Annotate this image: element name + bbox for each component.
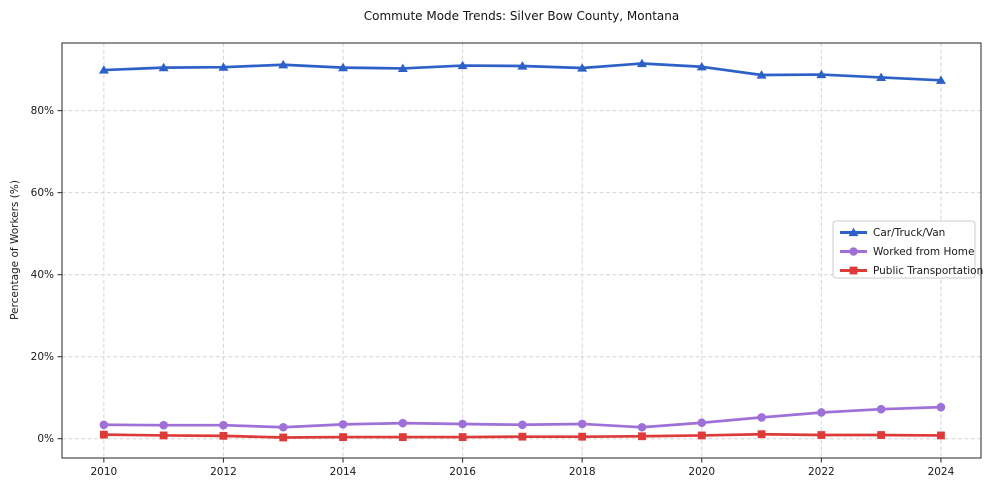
data-point-marker bbox=[518, 432, 527, 441]
series-public-transportation bbox=[99, 430, 945, 442]
data-point-marker bbox=[637, 422, 647, 432]
data-point-marker bbox=[577, 63, 588, 72]
data-point-marker bbox=[458, 419, 467, 429]
data-point-marker bbox=[397, 63, 408, 73]
data-point-marker bbox=[638, 432, 646, 441]
data-point-marker bbox=[339, 433, 347, 441]
data-point-marker bbox=[636, 58, 647, 68]
x-tick-label: 2020 bbox=[688, 466, 715, 478]
data-point-marker bbox=[817, 408, 826, 417]
data-point-marker bbox=[219, 431, 228, 440]
legend-marker-circle bbox=[849, 247, 858, 256]
y-tick-label: 40% bbox=[31, 269, 54, 281]
data-point-marker bbox=[578, 432, 587, 441]
plot-border bbox=[61, 42, 982, 459]
data-point-marker bbox=[98, 65, 109, 74]
data-point-marker bbox=[696, 61, 707, 71]
data-point-marker bbox=[757, 430, 766, 439]
legend: Car/Truck/Van Worked from Home Public Tran… bbox=[832, 220, 983, 279]
y-tick-label: 60% bbox=[31, 187, 54, 199]
x-tick-label: 2024 bbox=[928, 466, 955, 478]
data-point-marker bbox=[877, 431, 886, 439]
x-tick-label: 2012 bbox=[210, 466, 237, 478]
legend-marker-square bbox=[849, 266, 858, 275]
data-point-marker bbox=[697, 431, 706, 440]
data-point-marker bbox=[99, 420, 109, 430]
data-point-marker bbox=[278, 59, 289, 69]
data-point-marker bbox=[756, 70, 767, 79]
x-tick-label: 2016 bbox=[449, 466, 476, 478]
data-point-marker bbox=[697, 418, 707, 428]
data-point-marker bbox=[398, 433, 407, 441]
data-point-marker bbox=[159, 431, 168, 440]
data-point-marker bbox=[816, 69, 827, 79]
data-point-marker bbox=[99, 430, 108, 439]
data-point-marker bbox=[935, 75, 946, 84]
data-point-marker bbox=[219, 420, 228, 430]
data-point-marker bbox=[159, 420, 168, 430]
y-tick-label: 80% bbox=[31, 105, 54, 117]
data-point-marker bbox=[218, 62, 229, 71]
data-point-marker bbox=[338, 62, 349, 72]
legend-marker-triangle bbox=[848, 227, 859, 237]
data-point-marker bbox=[338, 420, 348, 429]
data-point-marker bbox=[457, 60, 468, 70]
y-tick-label: 20% bbox=[31, 351, 54, 363]
y-axis-label: Percentage of Workers (%) bbox=[9, 180, 21, 320]
legend-box bbox=[832, 220, 976, 279]
data-point-marker bbox=[577, 419, 587, 429]
data-point-marker bbox=[876, 404, 886, 414]
data-point-marker bbox=[936, 402, 946, 412]
legend-label: Car/Truck/Van bbox=[873, 227, 945, 239]
legend-label: Worked from Home bbox=[873, 246, 974, 258]
data-point-marker bbox=[817, 431, 826, 439]
data-point-marker bbox=[398, 418, 408, 428]
x-tick-label: 2018 bbox=[569, 466, 596, 478]
data-point-marker bbox=[517, 61, 528, 70]
y-tick-label: 0% bbox=[37, 433, 54, 445]
data-point-marker bbox=[279, 433, 288, 442]
data-point-marker bbox=[458, 433, 467, 441]
data-point-marker bbox=[876, 72, 887, 82]
legend-label: Public Transportation bbox=[873, 265, 983, 277]
x-tick-label: 2010 bbox=[90, 466, 117, 478]
data-point-marker bbox=[937, 431, 945, 440]
data-point-marker bbox=[278, 422, 288, 432]
data-point-marker bbox=[518, 420, 527, 430]
data-point-marker bbox=[158, 62, 169, 72]
chart-title: Commute Mode Trends: Silver Bow County, … bbox=[363, 9, 680, 23]
x-tick-label: 2022 bbox=[808, 466, 835, 478]
series-car-truck-van bbox=[98, 58, 946, 84]
x-tick-label: 2014 bbox=[330, 466, 357, 478]
data-point-marker bbox=[757, 413, 766, 422]
series-worked-from-home bbox=[99, 402, 946, 432]
